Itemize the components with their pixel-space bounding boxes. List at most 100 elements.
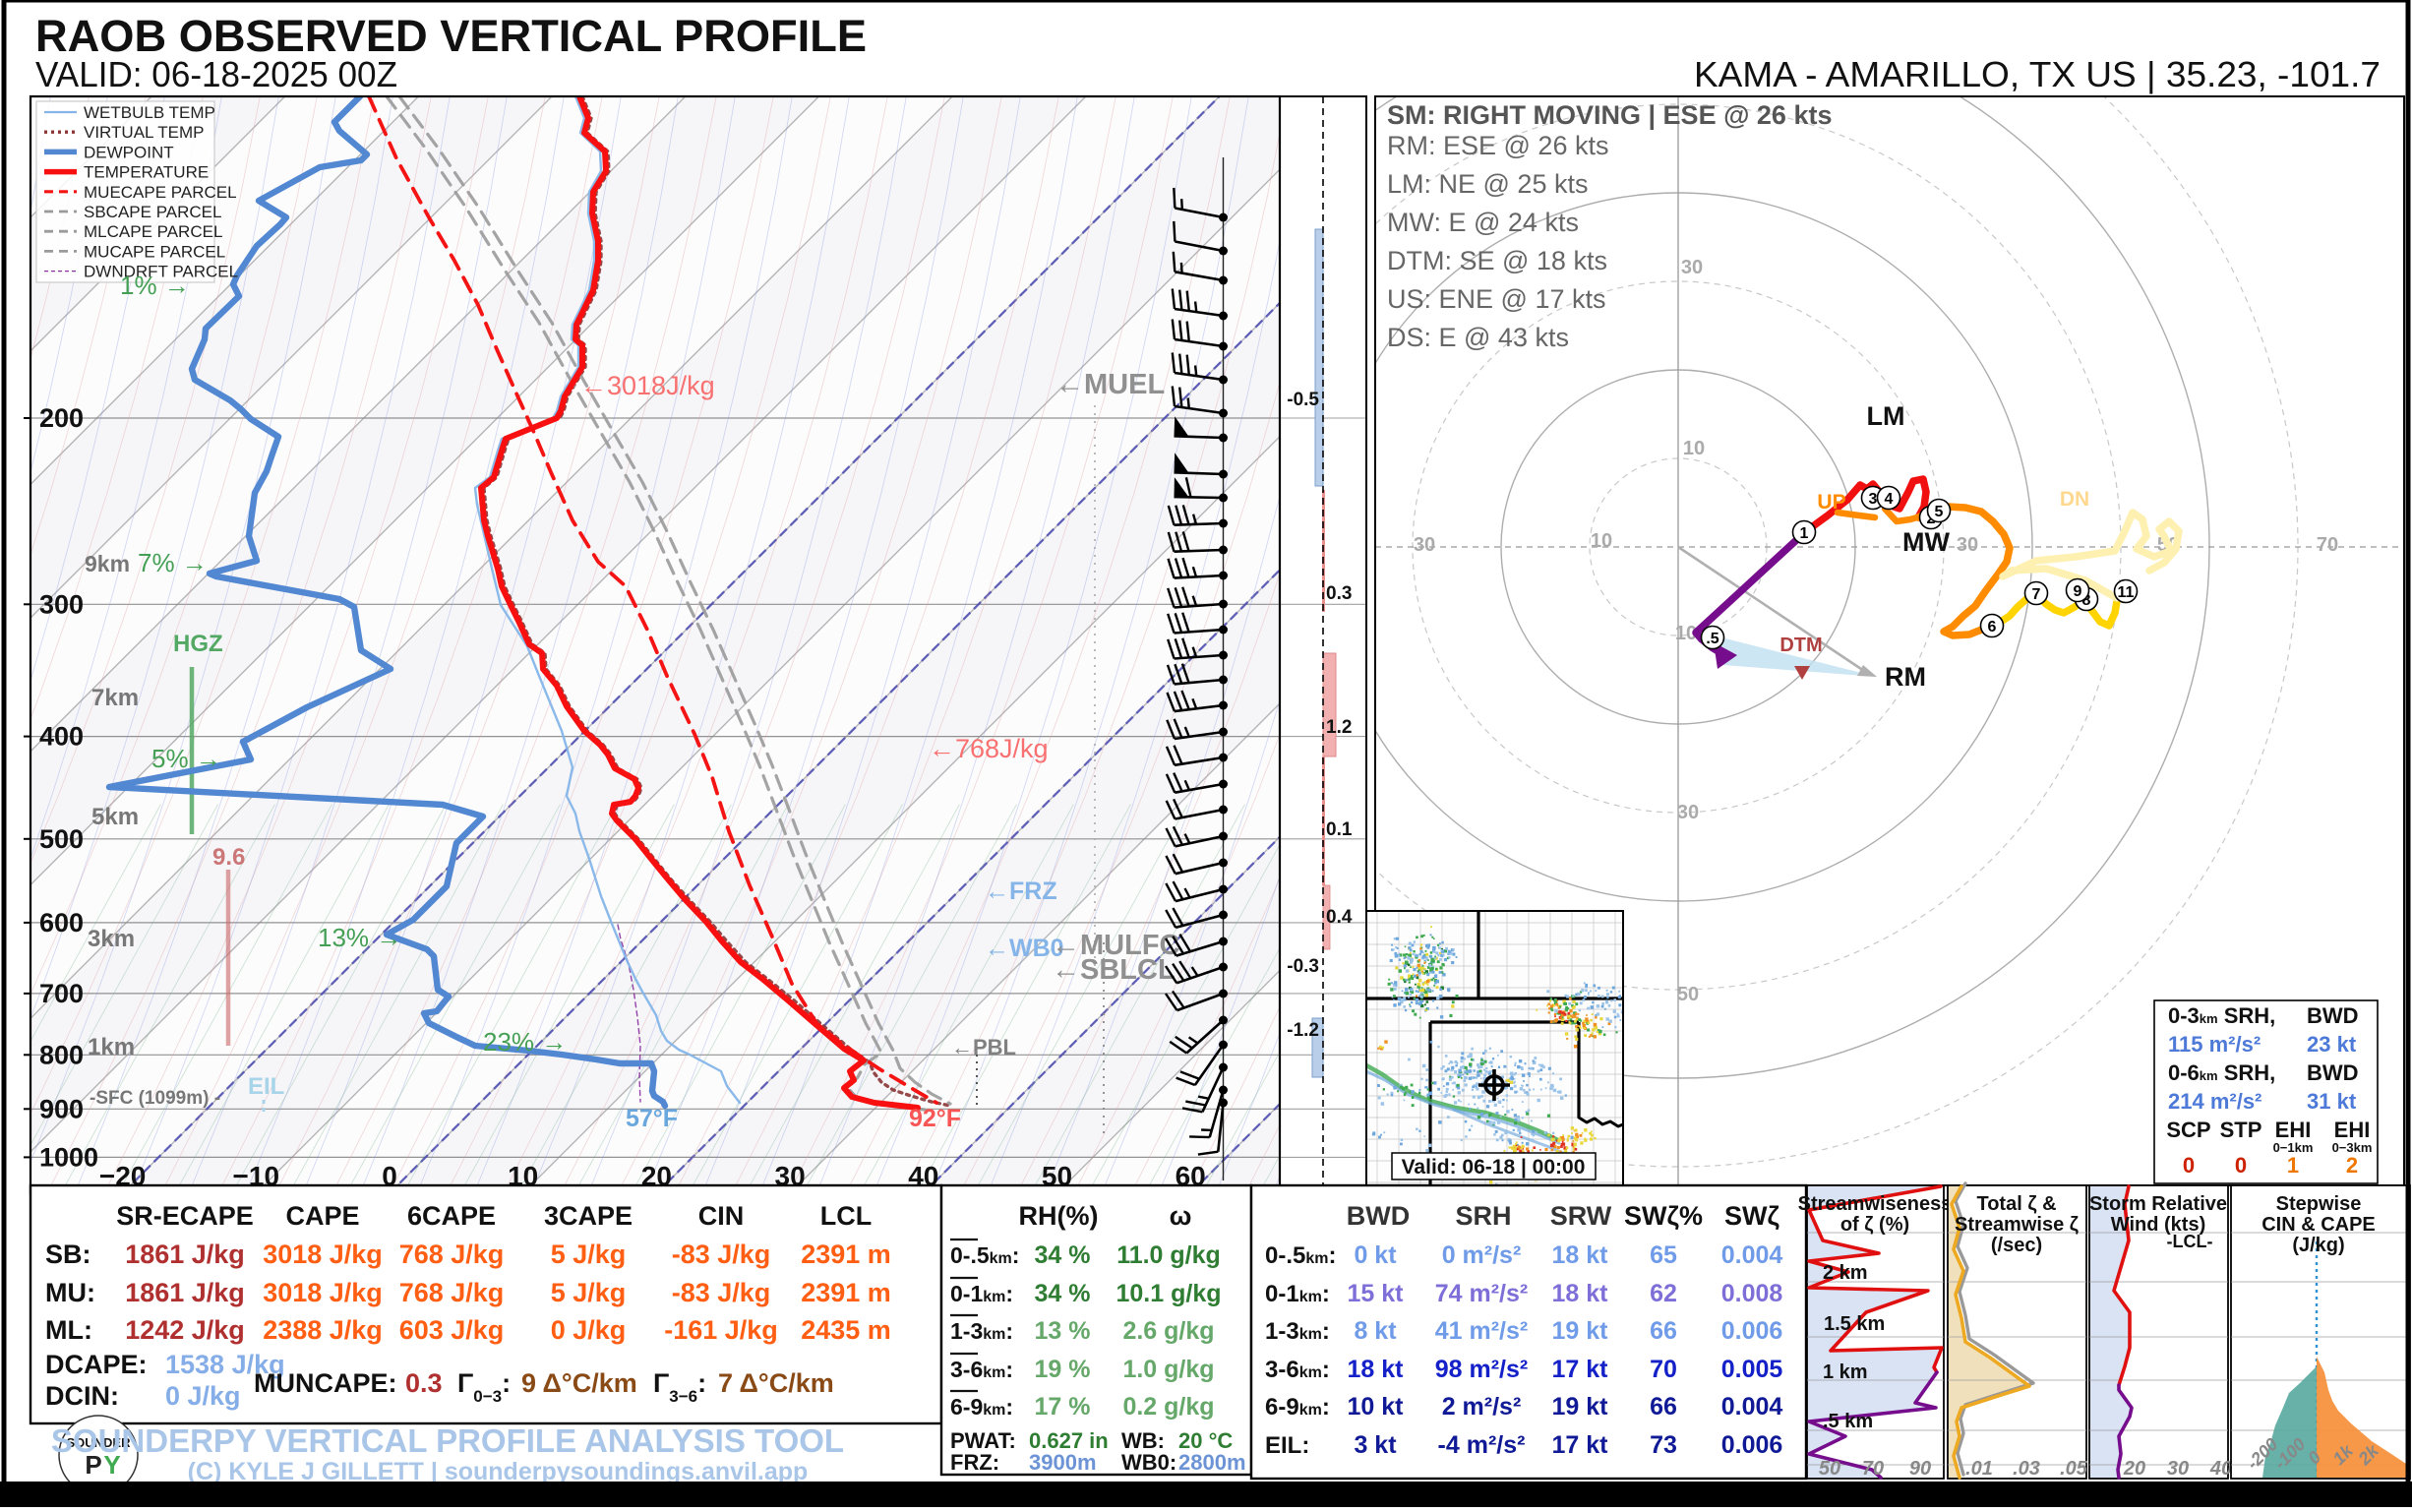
svg-text:ω: ω (1170, 1201, 1192, 1231)
svg-text:CIN: CIN (698, 1201, 745, 1231)
svg-text:0.006: 0.006 (1721, 1431, 1783, 1459)
svg-text:Storm Relative: Storm Relative (2089, 1193, 2227, 1215)
svg-text:of ζ (%): of ζ (%) (1840, 1214, 1909, 1236)
svg-text:ML:: ML: (45, 1315, 92, 1345)
svg-text:Total ζ &: Total ζ & (1976, 1193, 2056, 1215)
svg-text:17 %: 17 % (1035, 1393, 1091, 1421)
svg-text:30: 30 (1677, 802, 1699, 823)
svg-text:-SFC (1099m) -: -SFC (1099m) - (90, 1088, 220, 1109)
svg-text:3900m: 3900m (1029, 1450, 1097, 1475)
svg-text:0.004: 0.004 (1721, 1241, 1783, 1269)
svg-text:30: 30 (1681, 257, 1703, 278)
svg-text:1861 J/kg: 1861 J/kg (125, 1240, 245, 1269)
svg-text:EHI: EHI (2334, 1118, 2371, 1142)
svg-text:768 J/kg: 768 J/kg (399, 1278, 505, 1307)
svg-text:FRZ:: FRZ: (950, 1450, 999, 1475)
svg-text:31 kt: 31 kt (2307, 1089, 2357, 1114)
svg-text:DTM: SE @ 18 kts: DTM: SE @ 18 kts (1387, 246, 1607, 275)
svg-text:13% →: 13% → (318, 923, 401, 952)
svg-text:115 m²/s²: 115 m²/s² (2168, 1032, 2261, 1057)
svg-text:SCP: SCP (2166, 1118, 2210, 1142)
svg-text:4: 4 (1885, 491, 1894, 508)
svg-text:0 kt: 0 kt (1354, 1241, 1397, 1269)
svg-text:0.1: 0.1 (1326, 819, 1353, 840)
svg-text:10: 10 (1683, 438, 1705, 459)
svg-text:23 kt: 23 kt (2307, 1032, 2357, 1057)
svg-text:BWD: BWD (2307, 1060, 2359, 1085)
svg-text:0.005: 0.005 (1721, 1356, 1783, 1383)
svg-text:.03: .03 (2013, 1458, 2040, 1480)
svg-text:50: 50 (1677, 984, 1699, 1005)
svg-text:5km: 5km (91, 804, 139, 830)
svg-text:2.6 g/kg: 2.6 g/kg (1122, 1317, 1214, 1345)
svg-text:5 J/kg: 5 J/kg (551, 1278, 627, 1307)
svg-text:-0.3: -0.3 (1287, 956, 1319, 977)
svg-text:(J/kg): (J/kg) (2292, 1235, 2344, 1256)
svg-text:DN: DN (2060, 488, 2089, 511)
svg-text:18 kt: 18 kt (1552, 1280, 1609, 1307)
svg-text:3018 J/kg: 3018 J/kg (263, 1240, 383, 1269)
svg-text:7% →: 7% → (138, 548, 208, 577)
svg-text:(C) KYLE J GILLETT | sounderpy: (C) KYLE J GILLETT | sounderpysoundings.… (188, 1458, 809, 1485)
svg-text:Valid: 06-18 | 00:00: Valid: 06-18 | 00:00 (1402, 1156, 1586, 1179)
svg-text:VALID: 06-18-2025 00Z: VALID: 06-18-2025 00Z (35, 54, 397, 94)
svg-text:73: 73 (1650, 1431, 1677, 1459)
svg-text:-4 m²/s²: -4 m²/s² (1438, 1431, 1526, 1459)
svg-text:WB0:: WB0: (1121, 1450, 1176, 1475)
svg-text:2435 m: 2435 m (801, 1315, 891, 1345)
svg-text:EHI: EHI (2275, 1118, 2312, 1142)
svg-text:18 kt: 18 kt (1552, 1241, 1609, 1269)
svg-text:90: 90 (1909, 1458, 1931, 1480)
svg-text:-1.2: -1.2 (1287, 1020, 1319, 1041)
svg-text:Streamwiseness: Streamwiseness (1798, 1193, 1953, 1215)
svg-text:SRW: SRW (1550, 1201, 1612, 1231)
svg-text:18 kt: 18 kt (1348, 1356, 1405, 1383)
svg-text:MW: E @ 24 kts: MW: E @ 24 kts (1387, 208, 1579, 237)
svg-text:3km: 3km (88, 926, 135, 952)
svg-text:←FRZ: ←FRZ (985, 877, 1057, 905)
svg-text:1.2: 1.2 (1326, 717, 1352, 738)
svg-text:←MUEL: ←MUEL (1055, 369, 1165, 400)
svg-text:6: 6 (1988, 619, 1997, 635)
svg-text:MU:: MU: (45, 1278, 95, 1307)
svg-text:0.3: 0.3 (405, 1368, 443, 1398)
svg-text:(/sec): (/sec) (1991, 1235, 2042, 1256)
svg-text:214 m²/s²: 214 m²/s² (2168, 1089, 2261, 1114)
svg-text:3 kt: 3 kt (1354, 1431, 1397, 1459)
svg-text:CIN & CAPE: CIN & CAPE (2261, 1214, 2376, 1236)
svg-text:-161 J/kg: -161 J/kg (664, 1315, 778, 1345)
svg-text:11.0 g/kg: 11.0 g/kg (1116, 1241, 1221, 1269)
svg-text:←3018J/kg: ←3018J/kg (580, 371, 715, 400)
svg-text:RM: ESE @ 26 kts: RM: ESE @ 26 kts (1387, 131, 1608, 160)
svg-text:41 m²/s²: 41 m²/s² (1435, 1317, 1528, 1345)
svg-text:-LCL-: -LCL- (2167, 1232, 2213, 1251)
svg-text:10 kt: 10 kt (1348, 1393, 1405, 1421)
svg-text:MUCAPE PARCEL: MUCAPE PARCEL (84, 242, 225, 261)
svg-text:8 kt: 8 kt (1354, 1317, 1397, 1345)
svg-text:LCL: LCL (820, 1201, 872, 1231)
svg-text:900: 900 (39, 1094, 84, 1123)
svg-text:0.3: 0.3 (1326, 583, 1352, 604)
svg-text:50: 50 (1819, 1458, 1840, 1480)
svg-text:SWζ: SWζ (1724, 1201, 1779, 1231)
svg-text:1000: 1000 (39, 1142, 98, 1172)
svg-text:SBCAPE PARCEL: SBCAPE PARCEL (84, 203, 221, 221)
svg-text:800: 800 (39, 1040, 84, 1069)
svg-text:1: 1 (2287, 1153, 2299, 1178)
svg-text:0 J/kg: 0 J/kg (551, 1315, 627, 1345)
svg-text:RM: RM (1885, 662, 1926, 692)
svg-text:10.1 g/kg: 10.1 g/kg (1116, 1280, 1222, 1307)
svg-text:62: 62 (1650, 1280, 1677, 1307)
svg-text:DTM: DTM (1779, 635, 1822, 656)
svg-text:2391 m: 2391 m (801, 1278, 891, 1307)
svg-text:92°F: 92°F (909, 1105, 961, 1132)
svg-text:EIL: EIL (248, 1073, 284, 1100)
svg-text:1242 J/kg: 1242 J/kg (125, 1315, 245, 1345)
svg-text:57°F: 57°F (626, 1105, 678, 1132)
svg-text:2800m: 2800m (1178, 1450, 1246, 1475)
svg-text:9km: 9km (85, 551, 130, 576)
svg-text:UP: UP (1817, 491, 1845, 514)
svg-text:0.008: 0.008 (1721, 1280, 1783, 1307)
svg-text:66: 66 (1650, 1317, 1677, 1345)
svg-text:400: 400 (39, 722, 84, 752)
